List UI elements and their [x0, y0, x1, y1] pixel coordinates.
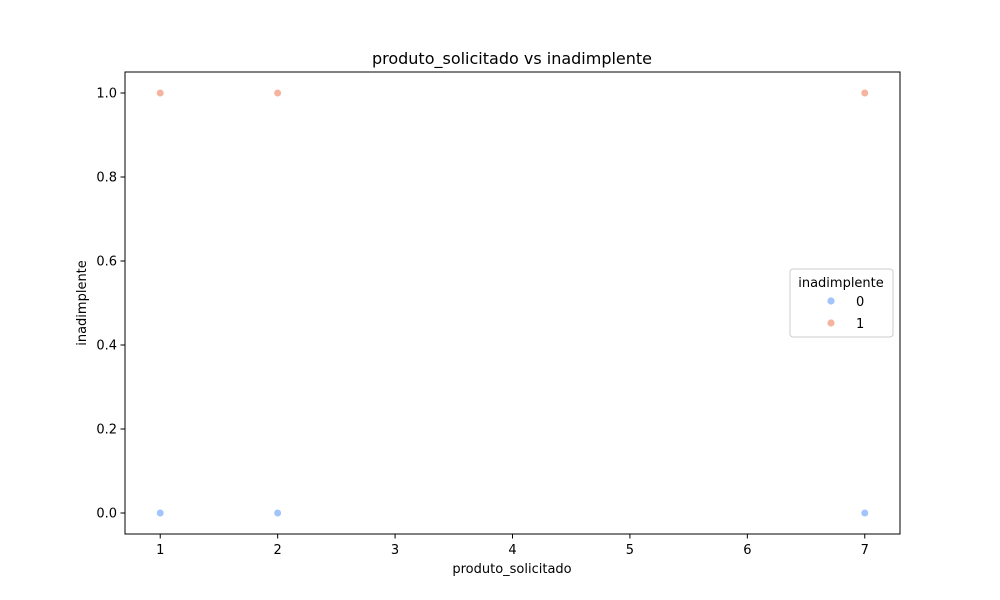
scatter-point-series-0	[156, 508, 165, 518]
data-points	[156, 88, 869, 518]
scatter-point-series-0	[860, 508, 869, 518]
x-axis: 1 2 3 4 5 6 7	[156, 534, 869, 558]
y-axis-label: inadimplente	[75, 260, 90, 346]
legend: inadimplente 0 1	[789, 268, 894, 338]
legend-label-0: 0	[856, 295, 864, 310]
y-tick-label: 0.6	[96, 255, 117, 270]
x-tick-label: 5	[626, 543, 634, 558]
legend-marker-1	[827, 319, 835, 327]
y-tick-label: 0.4	[96, 339, 117, 354]
y-tick-label: 0.2	[96, 423, 117, 438]
scatter-point-series-1	[860, 88, 869, 98]
legend-marker-0	[827, 297, 835, 305]
scatter-point-series-1	[273, 88, 282, 98]
x-tick-label: 3	[391, 543, 399, 558]
y-tick-label: 0.8	[96, 171, 117, 186]
x-axis-label: produto_solicitado	[452, 562, 571, 577]
scatter-point-series-1	[156, 88, 165, 98]
plot-area	[124, 71, 901, 535]
legend-box	[789, 268, 894, 338]
x-tick-label: 6	[743, 543, 751, 558]
x-tick-label: 2	[274, 543, 282, 558]
scatter-point-series-0	[273, 508, 282, 518]
x-tick-label: 4	[508, 543, 516, 558]
y-axis: 0.0 0.2 0.4 0.6 0.8 1.0	[96, 87, 125, 522]
x-tick-label: 1	[156, 543, 164, 558]
chart-title: produto_solicitado vs inadimplente	[372, 49, 652, 69]
y-tick-label: 0.0	[96, 507, 117, 522]
y-tick-label: 1.0	[96, 87, 117, 102]
x-tick-label: 7	[861, 543, 869, 558]
legend-title: inadimplente	[798, 276, 884, 291]
legend-label-1: 1	[856, 317, 864, 332]
